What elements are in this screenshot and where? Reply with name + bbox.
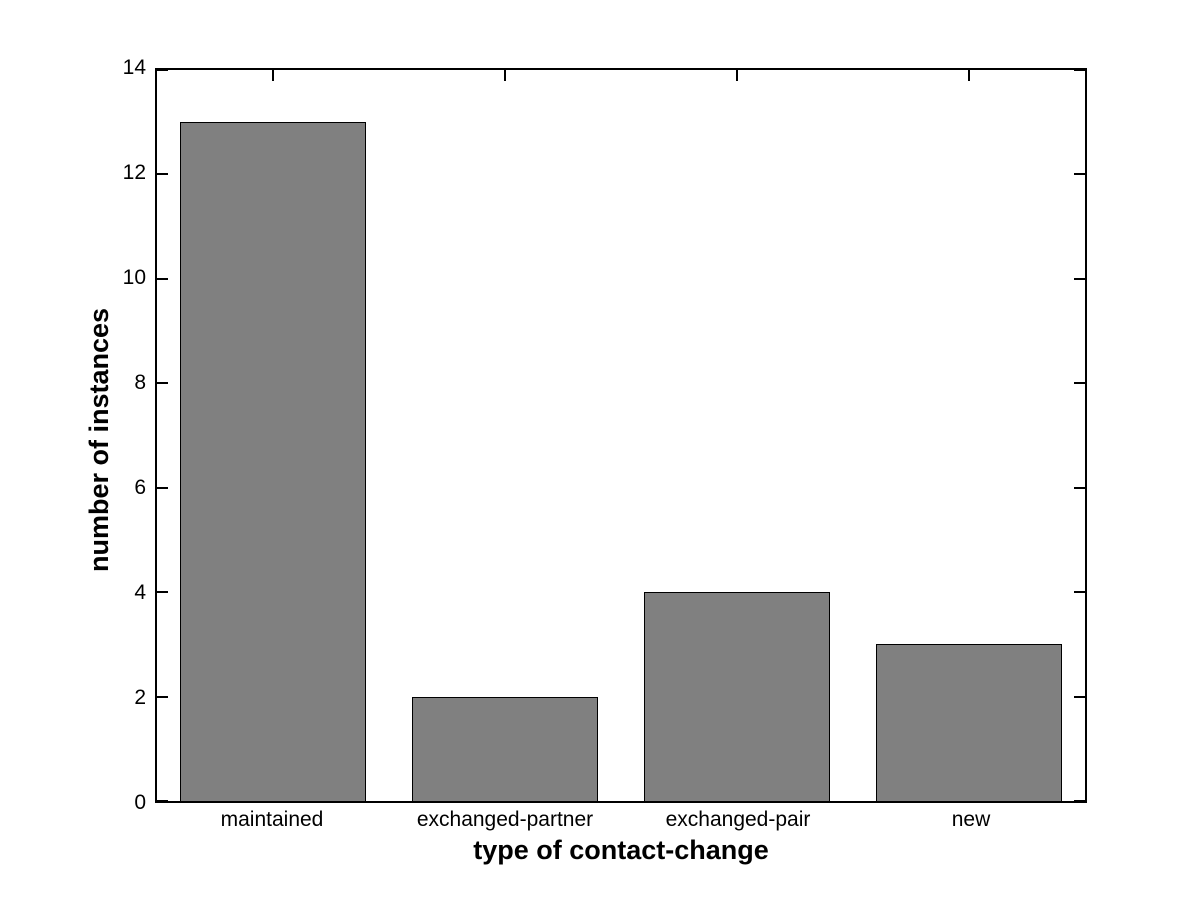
y-tick-right-14 bbox=[1074, 69, 1085, 71]
x-tick-top-exchanged-pair bbox=[736, 70, 738, 81]
y-tick-label-14: 14 bbox=[122, 56, 146, 79]
y-tick-label-10: 10 bbox=[122, 266, 146, 289]
bar-maintained bbox=[180, 122, 366, 801]
y-tick-left-4 bbox=[157, 591, 168, 594]
y-tick-left-12 bbox=[157, 173, 168, 176]
y-tick-label-6: 6 bbox=[134, 476, 146, 499]
bar-exchanged-pair bbox=[644, 592, 830, 801]
x-tick-label-exchanged-partner: exchanged-partner bbox=[416, 808, 594, 831]
bar-new bbox=[876, 644, 1062, 801]
y-tick-right-2 bbox=[1074, 695, 1085, 698]
y-tick-right-4 bbox=[1074, 591, 1085, 594]
plot-area bbox=[155, 68, 1087, 803]
y-tick-left-2 bbox=[157, 695, 168, 698]
y-tick-label-4: 4 bbox=[134, 581, 146, 604]
x-tick-top-exchanged-partner bbox=[504, 70, 506, 81]
x-tick-label-new: new bbox=[951, 808, 991, 831]
y-tick-left-0 bbox=[157, 800, 168, 802]
y-tick-label-2: 2 bbox=[134, 686, 146, 709]
y-tick-left-10 bbox=[157, 277, 168, 280]
y-tick-left-6 bbox=[157, 486, 168, 489]
x-tick-top-maintained bbox=[272, 70, 274, 81]
x-tick-label-maintained: maintained bbox=[220, 808, 324, 831]
y-tick-right-0 bbox=[1074, 800, 1085, 802]
y-tick-left-14 bbox=[157, 69, 168, 71]
y-tick-label-12: 12 bbox=[122, 161, 146, 184]
x-tick-top-new bbox=[968, 70, 970, 81]
y-axis-label: number of instances bbox=[84, 307, 114, 573]
y-tick-left-8 bbox=[157, 382, 168, 385]
y-tick-right-10 bbox=[1074, 277, 1085, 280]
y-tick-right-6 bbox=[1074, 486, 1085, 489]
y-tick-right-12 bbox=[1074, 173, 1085, 176]
x-axis-label: type of contact-change bbox=[473, 835, 769, 865]
bar-exchanged-partner bbox=[412, 696, 598, 801]
x-tick-label-exchanged-pair: exchanged-pair bbox=[665, 808, 811, 831]
y-tick-right-8 bbox=[1074, 382, 1085, 385]
y-tick-label-0: 0 bbox=[134, 791, 146, 814]
y-tick-label-8: 8 bbox=[134, 371, 146, 394]
